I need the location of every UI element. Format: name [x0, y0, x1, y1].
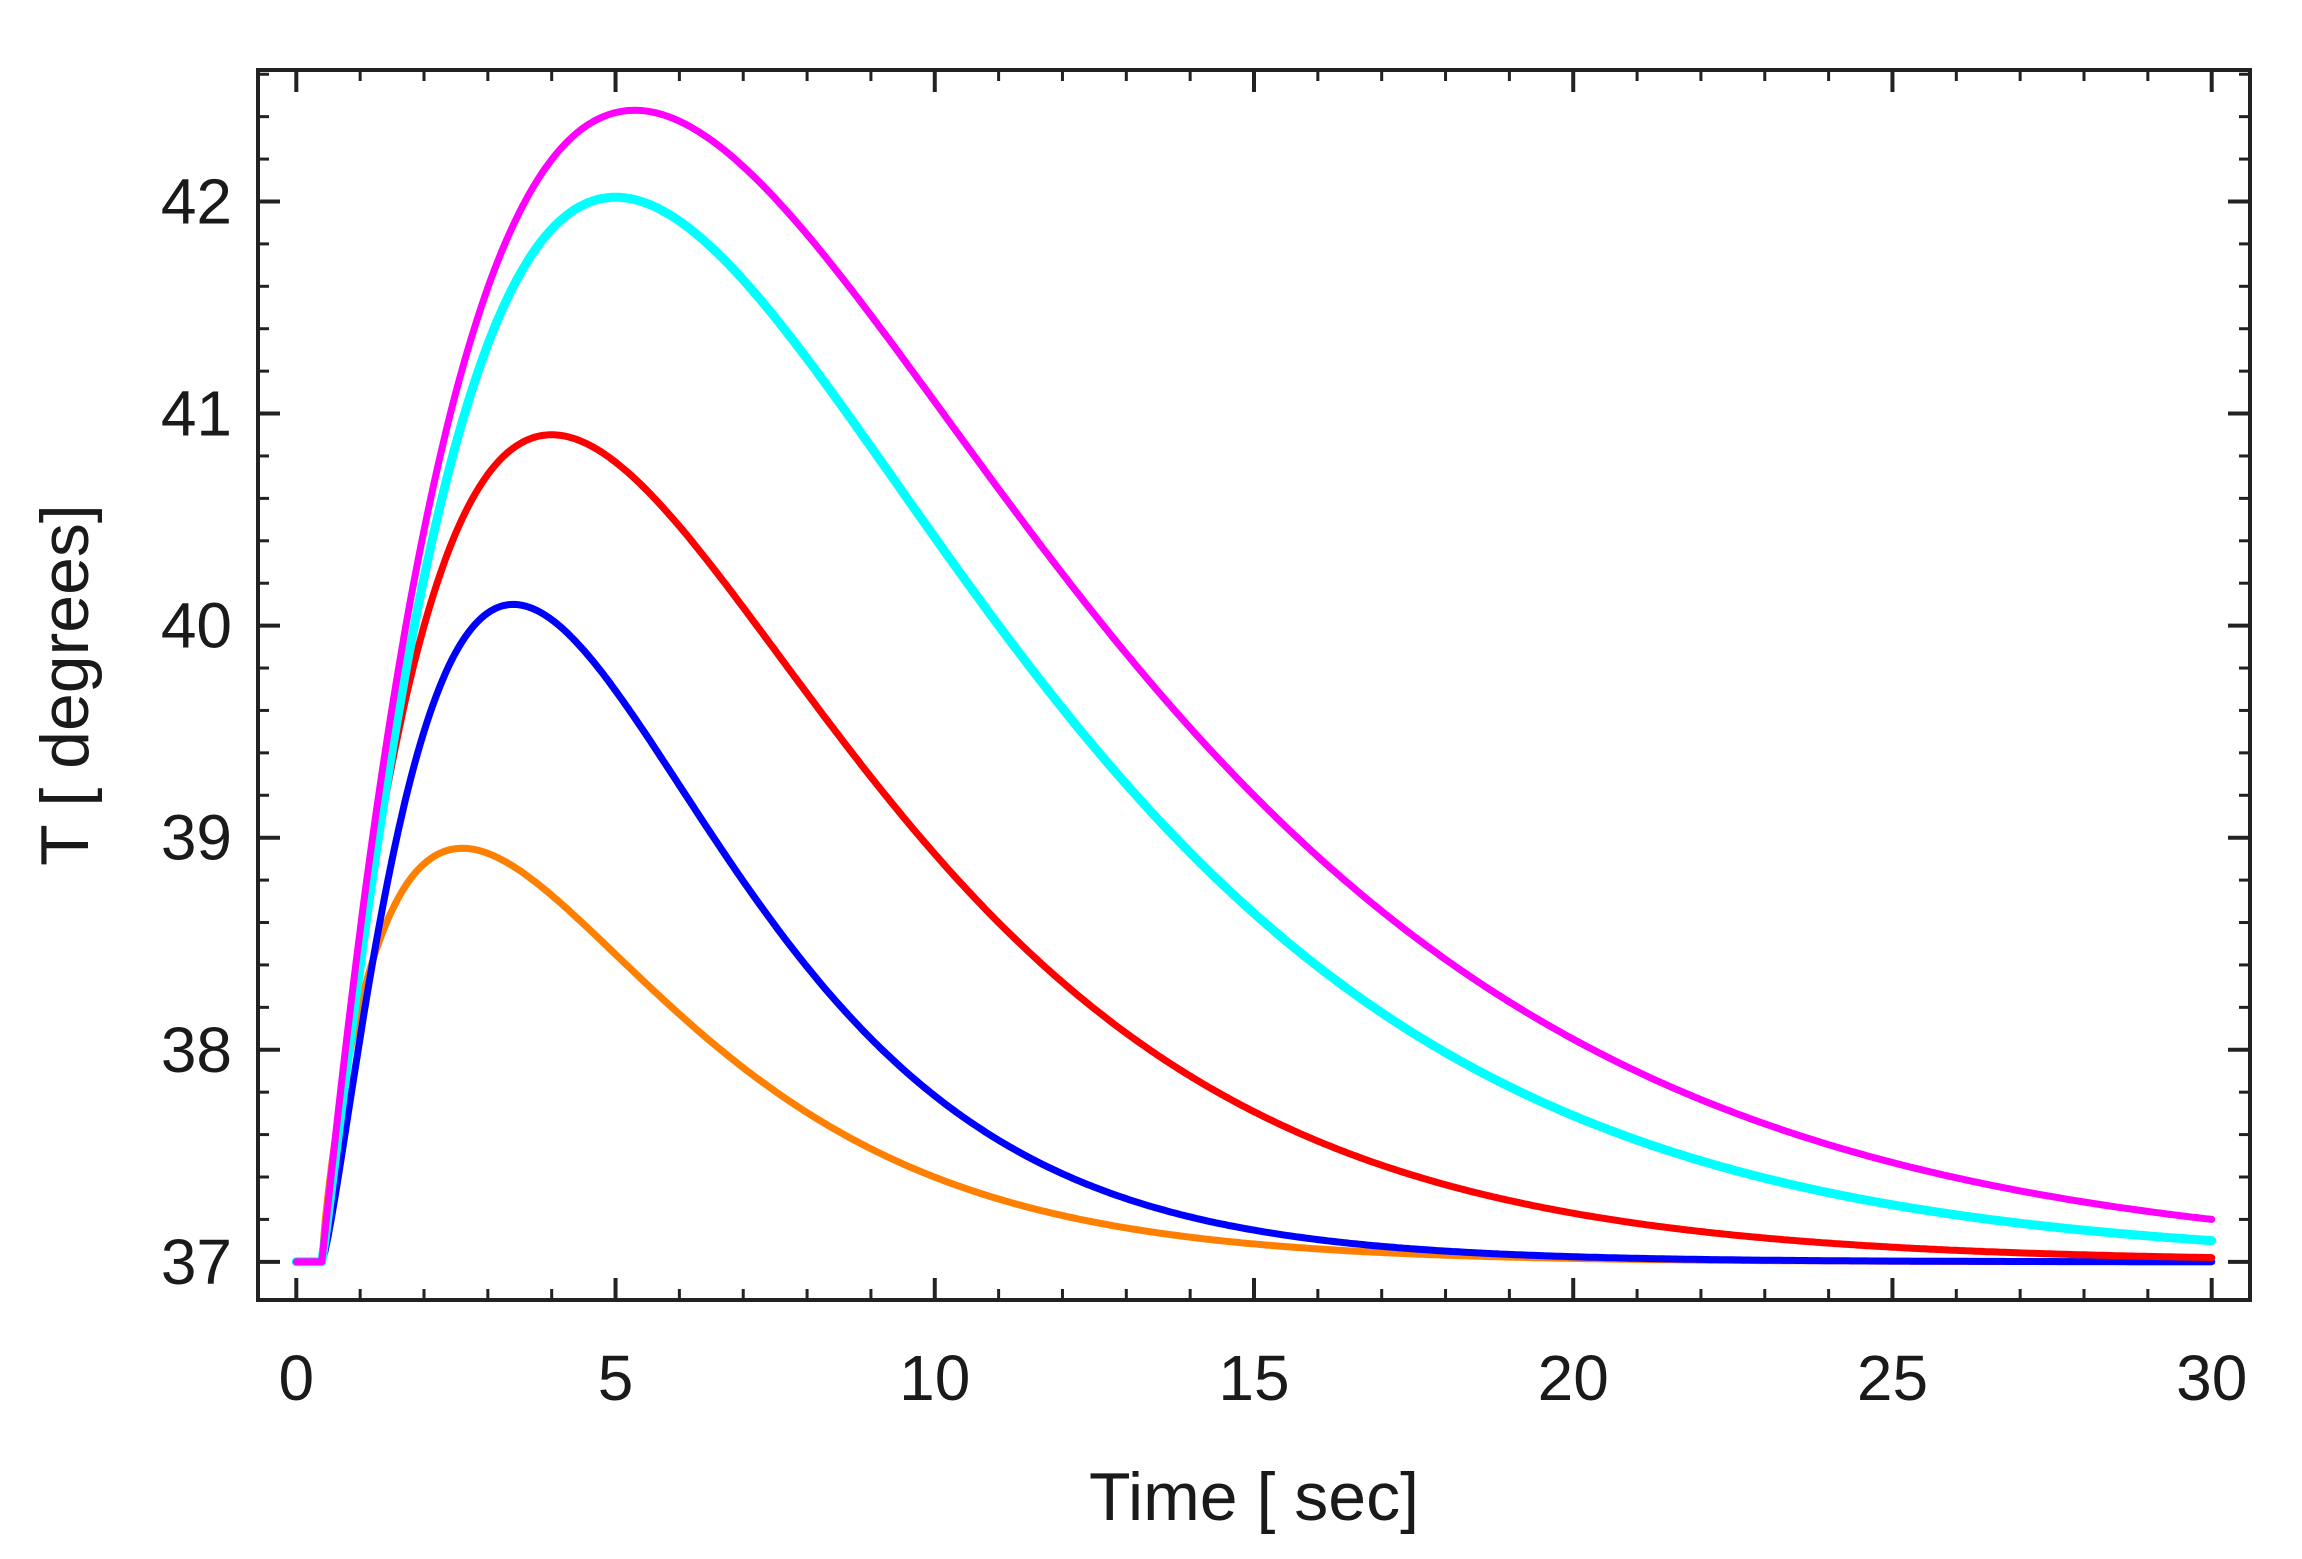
y-tick-label: 39 [161, 802, 232, 874]
x-tick-label: 15 [1218, 1342, 1289, 1414]
y-axis-label: T [ degrees] [27, 504, 103, 866]
y-tick-labels: 37 38 39 40 41 42 [161, 165, 232, 1297]
y-tick-label: 42 [161, 165, 232, 237]
x-tick-labels: 0 5 10 15 20 25 30 [279, 1342, 2248, 1414]
x-tick-label: 25 [1857, 1342, 1928, 1414]
series-line-magenta [292, 106, 2216, 1266]
x-tick-label: 5 [598, 1342, 634, 1414]
major-ticks [258, 70, 2250, 1300]
series-line-red [292, 431, 2216, 1266]
x-tick-label: 30 [2176, 1342, 2247, 1414]
x-tick-label: 0 [279, 1342, 315, 1414]
y-tick-label: 38 [161, 1014, 232, 1086]
series-layer [291, 106, 2217, 1267]
x-axis-label: Time [ sec] [1089, 1459, 1419, 1535]
minor-ticks [258, 70, 2250, 1300]
series-line-blue [292, 600, 2216, 1266]
x-tick-label: 10 [899, 1342, 970, 1414]
y-tick-label: 37 [161, 1226, 232, 1298]
y-tick-label: 41 [161, 378, 232, 450]
x-tick-label: 20 [1538, 1342, 1609, 1414]
series-line-cyan [291, 192, 2217, 1267]
y-tick-label: 40 [161, 590, 232, 662]
